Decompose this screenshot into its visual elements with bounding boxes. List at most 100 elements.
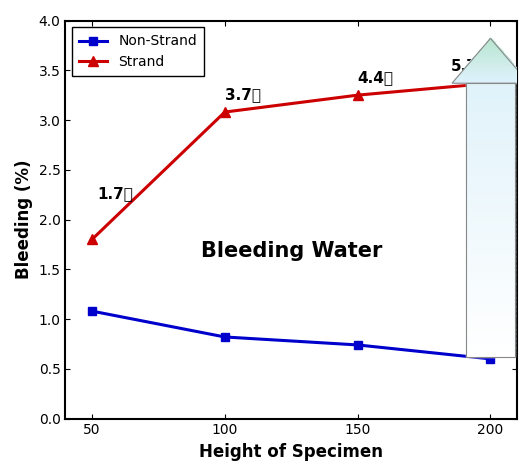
Y-axis label: Bleeding (%): Bleeding (%)	[15, 160, 33, 279]
Bar	[479, 50, 502, 52]
Bar	[461, 71, 520, 73]
Line: Strand: Strand	[87, 79, 495, 244]
FancyBboxPatch shape	[466, 105, 516, 110]
FancyBboxPatch shape	[466, 210, 516, 216]
FancyBboxPatch shape	[466, 278, 516, 284]
Bar	[463, 69, 518, 71]
FancyBboxPatch shape	[466, 146, 516, 152]
FancyBboxPatch shape	[466, 324, 516, 329]
Bar	[480, 49, 501, 51]
FancyBboxPatch shape	[466, 110, 516, 115]
Strand	[222, 109, 228, 115]
Legend: Non-Strand, Strand: Non-Strand, Strand	[72, 28, 204, 76]
Bar	[455, 79, 526, 80]
FancyBboxPatch shape	[466, 119, 516, 124]
FancyBboxPatch shape	[466, 265, 516, 270]
FancyBboxPatch shape	[466, 197, 516, 202]
FancyBboxPatch shape	[466, 155, 516, 161]
Bar	[463, 68, 517, 70]
Text: 1.7배: 1.7배	[97, 187, 133, 202]
Bar	[469, 61, 512, 63]
FancyBboxPatch shape	[466, 219, 516, 225]
Bar	[452, 82, 529, 83]
Bar	[468, 64, 513, 65]
FancyBboxPatch shape	[466, 319, 516, 325]
Bar	[468, 63, 512, 64]
Bar	[453, 80, 528, 82]
FancyBboxPatch shape	[466, 297, 516, 302]
FancyBboxPatch shape	[466, 292, 516, 298]
Bar	[462, 70, 519, 72]
FancyBboxPatch shape	[466, 242, 516, 248]
FancyBboxPatch shape	[466, 174, 516, 179]
FancyBboxPatch shape	[466, 260, 516, 266]
FancyBboxPatch shape	[466, 233, 516, 238]
FancyBboxPatch shape	[466, 201, 516, 207]
FancyBboxPatch shape	[466, 247, 516, 252]
FancyBboxPatch shape	[466, 114, 516, 119]
FancyBboxPatch shape	[466, 192, 516, 197]
Non-Strand	[89, 308, 95, 314]
Bar	[458, 75, 523, 77]
FancyBboxPatch shape	[466, 333, 516, 338]
Strand	[89, 237, 95, 242]
Bar	[471, 60, 510, 61]
Bar	[464, 67, 517, 69]
FancyBboxPatch shape	[466, 283, 516, 288]
X-axis label: Height of Specimen: Height of Specimen	[199, 443, 383, 461]
FancyBboxPatch shape	[466, 310, 516, 316]
Strand	[487, 80, 494, 86]
Line: Non-Strand: Non-Strand	[88, 307, 495, 363]
FancyBboxPatch shape	[466, 342, 516, 348]
FancyBboxPatch shape	[466, 96, 516, 101]
Bar	[477, 52, 504, 54]
FancyBboxPatch shape	[466, 165, 516, 170]
Bar	[476, 54, 505, 55]
FancyBboxPatch shape	[466, 137, 516, 142]
Bar	[474, 56, 507, 58]
Bar	[482, 47, 499, 49]
Text: 3.7배: 3.7배	[225, 87, 261, 102]
Text: 5.7배: 5.7배	[451, 58, 487, 73]
FancyBboxPatch shape	[466, 251, 516, 257]
FancyBboxPatch shape	[466, 301, 516, 307]
Bar	[457, 76, 524, 78]
Bar	[466, 83, 516, 357]
FancyBboxPatch shape	[466, 274, 516, 279]
FancyBboxPatch shape	[466, 315, 516, 320]
FancyBboxPatch shape	[466, 256, 516, 261]
Bar	[470, 60, 511, 62]
FancyBboxPatch shape	[466, 91, 516, 97]
Bar	[489, 38, 492, 40]
FancyBboxPatch shape	[466, 238, 516, 243]
FancyBboxPatch shape	[466, 183, 516, 188]
FancyBboxPatch shape	[466, 87, 516, 92]
FancyBboxPatch shape	[466, 178, 516, 184]
Text: 4.4배: 4.4배	[358, 70, 394, 85]
Bar	[484, 45, 497, 46]
Text: Bleeding Water: Bleeding Water	[201, 241, 382, 261]
Strand	[354, 92, 361, 98]
Bar	[472, 58, 509, 60]
Non-Strand	[354, 342, 361, 348]
Bar	[454, 79, 527, 81]
FancyBboxPatch shape	[466, 142, 516, 147]
Bar	[473, 57, 508, 59]
FancyBboxPatch shape	[466, 128, 516, 133]
Bar	[456, 77, 525, 79]
Bar	[467, 65, 514, 67]
FancyBboxPatch shape	[466, 269, 516, 275]
FancyBboxPatch shape	[466, 206, 516, 211]
FancyBboxPatch shape	[466, 228, 516, 234]
FancyBboxPatch shape	[466, 351, 516, 357]
Bar	[478, 51, 503, 53]
Bar	[487, 41, 494, 43]
Bar	[460, 73, 521, 74]
Bar	[475, 55, 506, 56]
FancyBboxPatch shape	[466, 133, 516, 138]
Bar	[481, 48, 500, 50]
Bar	[486, 42, 495, 44]
FancyBboxPatch shape	[466, 347, 516, 352]
Bar	[483, 46, 498, 48]
FancyBboxPatch shape	[466, 215, 516, 220]
